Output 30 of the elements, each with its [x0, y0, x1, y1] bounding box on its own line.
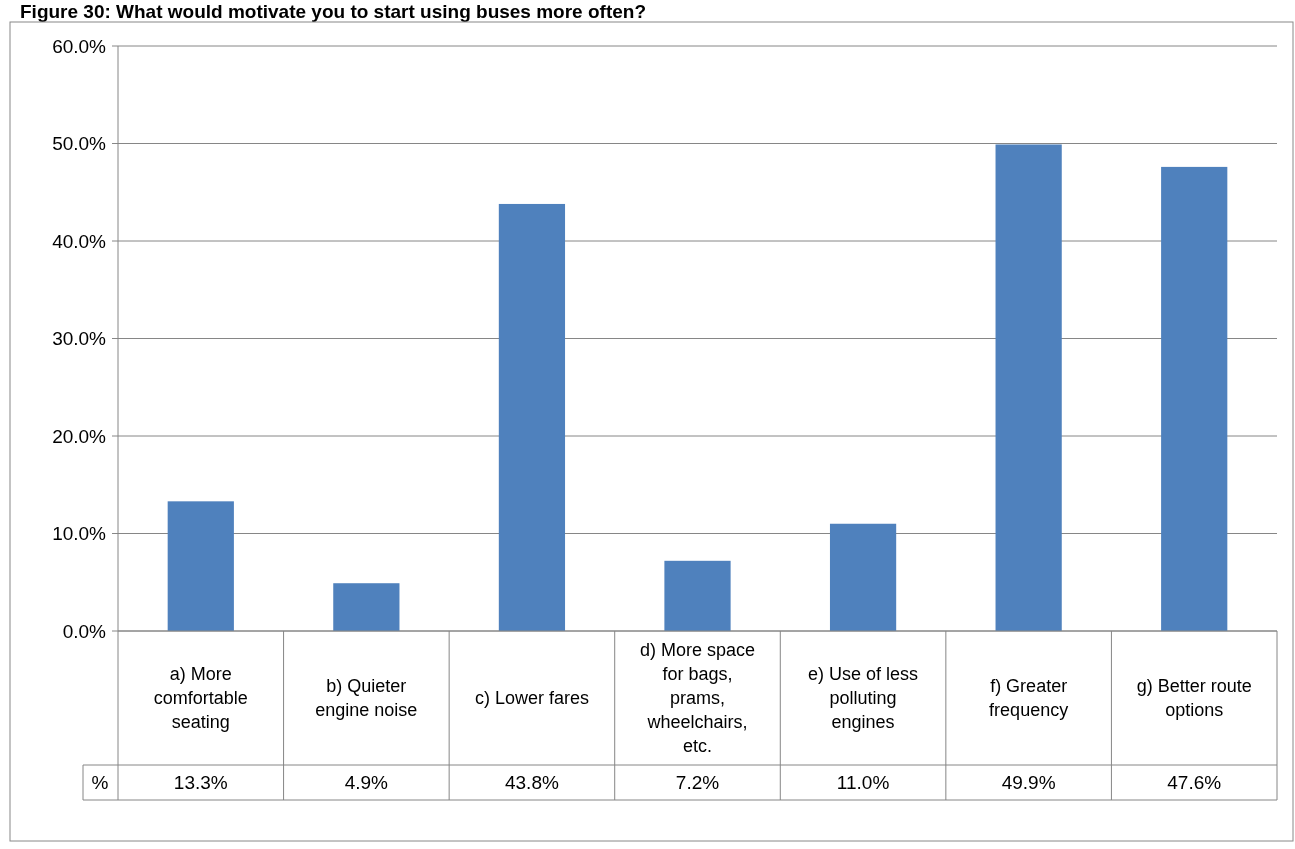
y-tick-label: 60.0%: [52, 35, 107, 57]
x-tick-label: a) More comfortable seating: [153, 664, 248, 733]
text: 4.9%: [344, 772, 389, 794]
text: 7.2%: [675, 772, 720, 794]
bar: [498, 203, 566, 631]
text: 43.8%: [504, 772, 559, 794]
text: 47.6%: [1167, 772, 1222, 794]
text: 11.0%: [836, 772, 890, 794]
x-tick-label: f) Greater frequency: [989, 676, 1069, 721]
x-tick-label: d) More space for bags, prams, wheelchairs, etc.: [639, 640, 756, 757]
text: 49.9%: [1001, 772, 1056, 794]
y-tick-label: 0.0%: [62, 620, 107, 642]
x-tick-label: g) Better route options: [1136, 676, 1252, 721]
y-tick-label: 40.0%: [52, 230, 107, 252]
text: %: [91, 772, 109, 794]
y-tick-label: 10.0%: [52, 523, 107, 545]
bar: [829, 523, 897, 631]
text: 13.3%: [173, 772, 228, 794]
y-tick-label: 20.0%: [52, 425, 107, 447]
x-tick-label: e) Use of less polluting engines: [808, 664, 919, 733]
bar: [995, 144, 1062, 631]
x-tick-label: b) Quieter engine noise: [315, 676, 418, 721]
bar: [333, 583, 400, 631]
y-tick-label: 30.0%: [52, 328, 107, 350]
bar: [167, 501, 234, 631]
x-tick-label: c) Lower fares: [474, 688, 589, 709]
bar: [664, 560, 731, 631]
chart-title: Figure 30: What would motivate you to start using buses more often?: [20, 1, 646, 22]
y-tick-label: 50.0%: [52, 133, 107, 155]
bar: [1161, 166, 1228, 631]
